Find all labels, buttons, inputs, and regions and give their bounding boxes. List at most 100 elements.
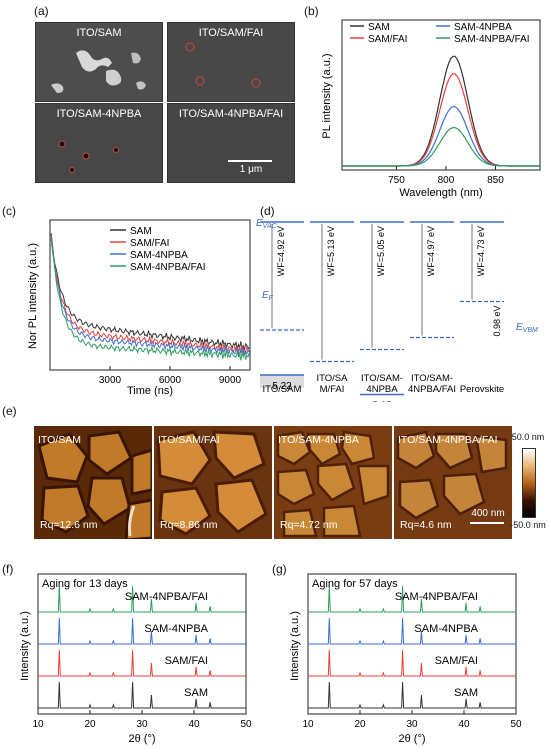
- series-lines: [308, 585, 516, 709]
- series-line: [342, 127, 540, 167]
- y-axis-label: PL intensity (a.u.): [321, 53, 333, 138]
- colorbar-max-label: 50.0 nm: [511, 432, 545, 442]
- x-ticks: 10 20 30 40 50: [32, 710, 252, 730]
- valence-band-box: [260, 375, 304, 388]
- ef-label: EF: [262, 290, 274, 302]
- y-axis-label: Nor PL intensity (a.u.): [27, 243, 39, 349]
- series-labels: SAM SAM/FAI SAM-4NPBA SAM-4NPBA/FAI: [125, 591, 209, 699]
- xrd-trace: [38, 649, 246, 677]
- legend-label: SAM-4NPBA: [454, 22, 512, 33]
- wf-value: WF=5.05 eV: [376, 226, 386, 276]
- sem-image-ito-sam-4npba: ITO/SAM-4NPBA: [35, 103, 163, 183]
- sem-texture: [58, 140, 119, 173]
- xrd-trace: [38, 585, 246, 613]
- panel-label-g: (g): [272, 562, 287, 576]
- x-tick-label: 750: [388, 175, 405, 186]
- series-line: [50, 235, 250, 355]
- wf-value: WF=4.97 eV: [426, 226, 436, 276]
- x-tick-label: 40: [188, 719, 200, 730]
- x-tick-label: 20: [84, 719, 96, 730]
- series-line: [342, 106, 540, 167]
- series-label: SAM-4NPBA: [414, 623, 478, 635]
- x-ticks: 10 20 30 40 50: [302, 710, 522, 730]
- legend-label: SAM: [130, 226, 152, 237]
- x-tick-label: 40: [458, 719, 470, 730]
- series-label: SAM-4NPBA/FAI: [395, 591, 478, 603]
- afm-roughness: Rq=8.86 nm: [160, 519, 218, 531]
- afm-label: ITO/SAM-4NPBA/FAI: [398, 434, 498, 446]
- afm-grain-texture: [274, 426, 392, 539]
- wf-value: WF=5.13 eV: [326, 226, 336, 276]
- plot-frame: [341, 19, 541, 171]
- evac-label: EVAC: [256, 218, 278, 230]
- x-axis-label: 2θ (°): [398, 733, 425, 745]
- wf-value: WF=4.92 eV: [276, 226, 286, 276]
- column-label: ITO/SAM-: [411, 373, 453, 384]
- x-tick-label: 10: [302, 719, 314, 730]
- xrd-trace: [38, 681, 246, 709]
- sem-texture: [185, 42, 261, 88]
- series-lines: [342, 55, 540, 167]
- sem-label: ITO/SAM: [76, 27, 122, 39]
- series-label: SAM-4NPBA: [144, 623, 208, 635]
- x-tick-label: 30: [136, 719, 148, 730]
- xrd-trace: [308, 681, 516, 709]
- series-lines: [50, 233, 250, 361]
- series-label: SAM/FAI: [165, 655, 208, 667]
- series-line: [342, 73, 540, 167]
- column-label: M/FAI: [320, 384, 345, 395]
- x-ticks: 750 800 850: [388, 166, 504, 186]
- x-tick-label: 20: [354, 719, 366, 730]
- x-tick-label: 6000: [159, 375, 182, 386]
- sem-image-ito-sam-fai: ITO/SAM/FAI: [167, 22, 295, 102]
- afm-image-ito-sam: ITO/SAM Rq=12.6 nm: [34, 426, 152, 539]
- afm-label: ITO/SAM/FAI: [158, 434, 220, 446]
- series-line: [50, 237, 250, 357]
- column-label: ITO/SAM: [263, 384, 302, 395]
- afm-grain-texture: [394, 426, 512, 539]
- x-axis-label: 2θ (°): [128, 733, 155, 745]
- chart-xrd-13-days: 10 20 30 40 50 SAM SAM/FAI SAM-4NPBA SAM-4NPBA/…: [19, 573, 252, 745]
- legend-label: SAM: [368, 22, 390, 33]
- afm-image-ito-sam-4npba: ITO/SAM-4NPBA Rq=4.72 nm: [274, 426, 392, 539]
- chart-title: Aging for 57 days: [312, 578, 398, 590]
- sem-texture: [51, 50, 146, 93]
- valence-value: 5.35: [372, 401, 392, 403]
- column-label: 4NPBA/FAI: [408, 384, 456, 395]
- series-line: [50, 233, 250, 352]
- x-tick-label: 800: [438, 175, 455, 186]
- panel-label-f: (f): [2, 562, 14, 576]
- sem-image-ito-sam: ITO/SAM: [35, 22, 163, 102]
- column-label: ITO/SAM-: [361, 373, 403, 384]
- series-label: SAM: [454, 687, 478, 699]
- x-tick-label: 30: [406, 719, 418, 730]
- vbm-offset-value: 0.98 eV: [492, 306, 502, 337]
- x-tick-label: 10: [32, 719, 44, 730]
- legend-label: SAM-4NPBA: [130, 250, 188, 261]
- sem-label: ITO/SAM-4NPBA/FAI: [178, 108, 284, 120]
- wf-value: WF=4.73 eV: [476, 226, 486, 276]
- afm-roughness: Rq=12.6 nm: [40, 519, 98, 531]
- afm-grain-texture: [34, 426, 152, 539]
- x-axis-label: Wavelength (nm): [399, 187, 482, 199]
- afm-roughness: Rq=4.72 nm: [280, 519, 338, 531]
- series-label: SAM/FAI: [435, 655, 478, 667]
- x-axis-label: Time (ns): [127, 385, 173, 397]
- sem-label: ITO/SAM/FAI: [198, 27, 264, 39]
- legend-label: SAM/FAI: [368, 34, 407, 45]
- y-axis-label: Intensity (a.u.): [19, 611, 31, 681]
- colorbar-min-label: -50.0 nm: [510, 520, 546, 530]
- panel-label-c: (c): [2, 204, 16, 218]
- xrd-trace: [308, 585, 516, 613]
- xrd-trace: [308, 617, 516, 645]
- legend-label: SAM/FAI: [130, 238, 169, 249]
- afm-grain-texture: [154, 426, 272, 539]
- y-axis-label: Intensity (a.u.): [289, 611, 301, 681]
- afm-label: ITO/SAM-4NPBA: [278, 434, 359, 446]
- scale-bar-label: 400 nm: [471, 508, 505, 519]
- series-line: [342, 55, 540, 167]
- series-label: SAM: [184, 687, 208, 699]
